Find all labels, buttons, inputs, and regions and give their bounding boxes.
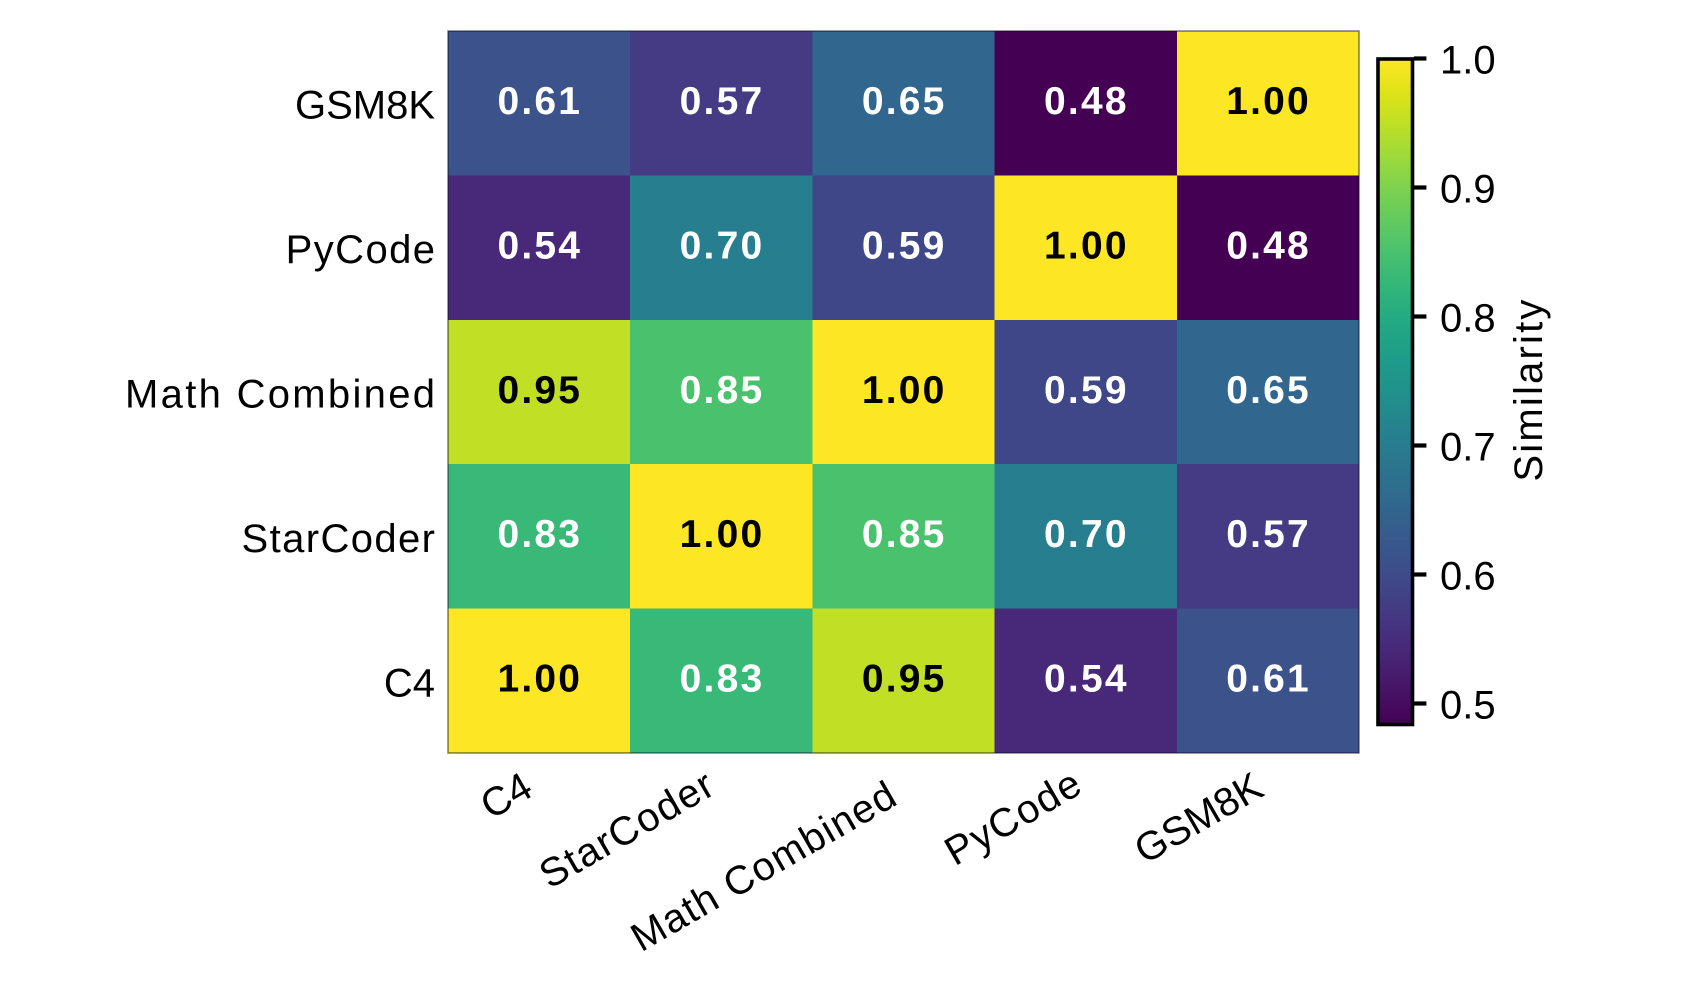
svg-text:1.00: 1.00 bbox=[1226, 80, 1311, 123]
svg-text:1.00: 1.00 bbox=[1044, 224, 1129, 267]
svg-text:0.83: 0.83 bbox=[680, 658, 765, 701]
svg-text:0.70: 0.70 bbox=[680, 224, 765, 267]
svg-text:0.61: 0.61 bbox=[497, 80, 582, 123]
svg-text:Math Combined: Math Combined bbox=[125, 373, 437, 417]
svg-text:0.57: 0.57 bbox=[680, 80, 765, 123]
svg-text:0.57: 0.57 bbox=[1226, 513, 1311, 556]
svg-text:0.54: 0.54 bbox=[497, 224, 582, 267]
svg-text:0.7: 0.7 bbox=[1440, 426, 1496, 470]
svg-text:0.95: 0.95 bbox=[862, 658, 947, 701]
svg-text:0.85: 0.85 bbox=[680, 369, 765, 412]
svg-text:0.83: 0.83 bbox=[497, 513, 582, 556]
svg-text:0.5: 0.5 bbox=[1440, 684, 1496, 728]
svg-text:0.65: 0.65 bbox=[862, 80, 947, 123]
svg-text:0.48: 0.48 bbox=[1226, 224, 1311, 267]
svg-text:0.65: 0.65 bbox=[1226, 369, 1311, 412]
svg-text:Similarity: Similarity bbox=[1507, 297, 1551, 481]
svg-text:0.61: 0.61 bbox=[1226, 658, 1311, 701]
svg-text:StarCoder: StarCoder bbox=[241, 517, 436, 561]
svg-text:0.59: 0.59 bbox=[1044, 369, 1129, 412]
svg-text:0.9: 0.9 bbox=[1440, 168, 1496, 212]
svg-text:C4: C4 bbox=[384, 661, 435, 705]
svg-text:0.85: 0.85 bbox=[862, 513, 947, 556]
svg-text:0.59: 0.59 bbox=[862, 224, 947, 267]
svg-text:1.00: 1.00 bbox=[497, 658, 582, 701]
svg-text:1.0: 1.0 bbox=[1440, 39, 1496, 83]
svg-text:0.54: 0.54 bbox=[1044, 658, 1129, 701]
svg-text:0.8: 0.8 bbox=[1440, 297, 1496, 341]
svg-text:0.6: 0.6 bbox=[1440, 555, 1496, 599]
svg-text:0.95: 0.95 bbox=[497, 369, 582, 412]
svg-text:1.00: 1.00 bbox=[680, 513, 765, 556]
svg-text:GSM8K: GSM8K bbox=[295, 84, 435, 128]
svg-text:0.48: 0.48 bbox=[1044, 80, 1129, 123]
svg-text:0.70: 0.70 bbox=[1044, 513, 1129, 556]
svg-text:PyCode: PyCode bbox=[286, 228, 437, 272]
svg-text:1.00: 1.00 bbox=[862, 369, 947, 412]
